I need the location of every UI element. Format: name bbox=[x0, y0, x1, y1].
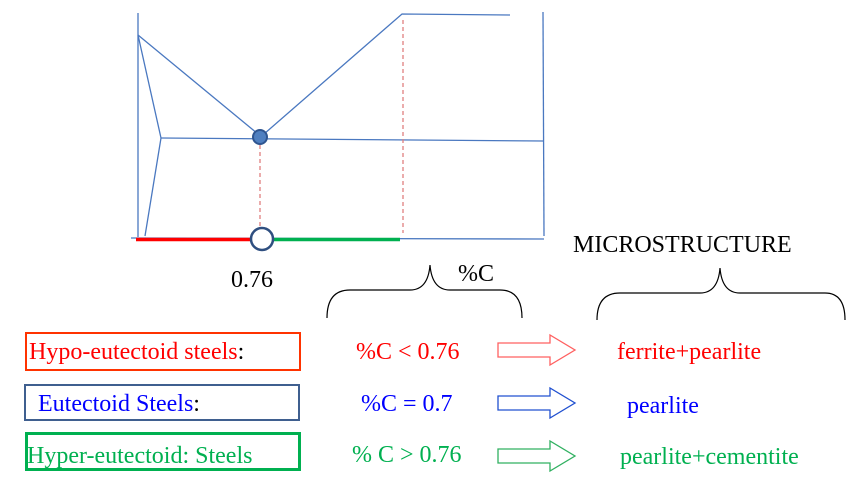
hyper-result: pearlite+cementite bbox=[620, 444, 799, 470]
eutectoid-composition-marker bbox=[249, 226, 275, 252]
alpha-boundary bbox=[137, 34, 162, 237]
carbon-axis-label: %C bbox=[458, 261, 494, 287]
eutectoid-isotherm bbox=[160, 137, 544, 142]
microstructure-heading: MICROSTRUCTURE bbox=[573, 232, 792, 258]
right-axis bbox=[542, 11, 545, 237]
a3-line bbox=[137, 34, 259, 135]
arrow-icon bbox=[497, 386, 577, 420]
eutectoid-point bbox=[252, 129, 268, 145]
hyper-eutectoid-box bbox=[25, 432, 301, 471]
hyper-eutectoid-label: Hyper-eutectoid: Steels bbox=[27, 443, 253, 469]
eutectoid-composition-label: 0.76 bbox=[231, 267, 273, 293]
hypo-result: ferrite+pearlite bbox=[617, 339, 762, 365]
eutectoid-result: pearlite bbox=[627, 393, 699, 419]
hypo-eutectoid-label: Hypo-eutectoid steels: bbox=[29, 339, 245, 365]
eutectoid-label: Eutectoid Steels: bbox=[38, 391, 200, 417]
arrows bbox=[497, 333, 577, 473]
hypo-eutectoid-box bbox=[25, 332, 301, 371]
carbon-brace bbox=[326, 264, 523, 319]
arrow-icon bbox=[497, 333, 577, 367]
microstructure-brace bbox=[596, 267, 846, 321]
arrow-icon bbox=[497, 439, 577, 473]
eutectoid-condition: %C = 0.7 bbox=[361, 391, 453, 417]
eutectoid-box bbox=[24, 384, 300, 421]
acm-line bbox=[263, 13, 511, 135]
hypo-condition: %C < 0.76 bbox=[356, 339, 460, 365]
hyper-condition: % C > 0.76 bbox=[352, 442, 462, 468]
